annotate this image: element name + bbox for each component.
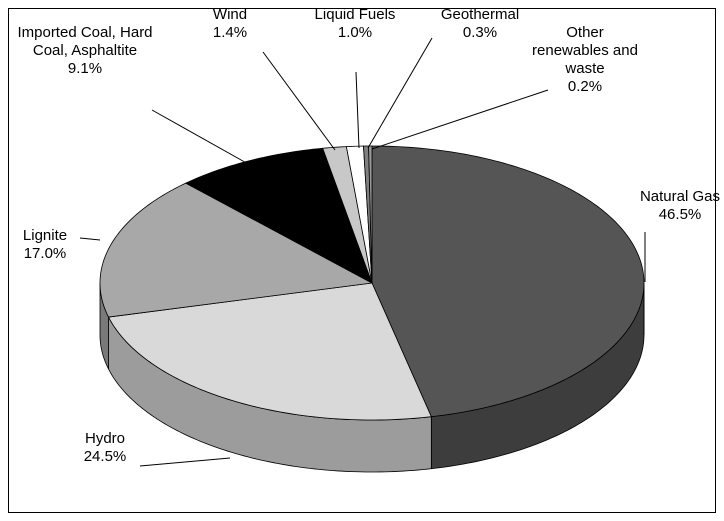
data-label: Natural Gas 46.5% bbox=[625, 188, 724, 224]
data-label: Geothermal 0.3% bbox=[425, 6, 535, 42]
category-label: Natural Gas bbox=[639, 188, 721, 205]
leader-line bbox=[371, 89, 549, 150]
category-label: Other renewables and waste bbox=[532, 24, 638, 77]
value-label: 0.2% bbox=[567, 78, 603, 95]
category-label: Geothermal bbox=[440, 6, 520, 23]
data-label: Other renewables and waste 0.2% bbox=[530, 24, 640, 96]
value-label: 0.3% bbox=[462, 24, 498, 41]
pie-slice bbox=[322, 146, 373, 284]
category-label: Lignite bbox=[22, 227, 68, 244]
value-label: 9.1% bbox=[67, 60, 103, 77]
value-label: 46.5% bbox=[658, 206, 702, 223]
leader-line bbox=[262, 51, 336, 151]
leader-line bbox=[355, 71, 360, 149]
leader-line bbox=[367, 37, 433, 149]
data-label: Imported Coal, Hard Coal, Asphaltite 9.1% bbox=[5, 24, 165, 78]
leader-line bbox=[151, 109, 251, 166]
value-label: 1.4% bbox=[212, 24, 248, 41]
data-label: Liquid Fuels 1.0% bbox=[300, 6, 410, 42]
leader-line bbox=[79, 237, 101, 241]
pie-slice bbox=[368, 145, 373, 284]
category-label: Imported Coal, Hard Coal, Asphaltite bbox=[17, 24, 153, 59]
pie-slice bbox=[184, 147, 373, 284]
value-label: 17.0% bbox=[23, 245, 67, 262]
data-label: Wind 1.4% bbox=[195, 6, 265, 42]
value-label: 24.5% bbox=[83, 448, 127, 465]
pie-slice bbox=[99, 182, 374, 318]
pie-slice bbox=[371, 145, 645, 418]
data-label: Hydro 24.5% bbox=[60, 430, 150, 466]
category-label: Wind bbox=[212, 6, 248, 23]
category-label: Liquid Fuels bbox=[314, 6, 396, 23]
value-label: 1.0% bbox=[337, 24, 373, 41]
leader-line bbox=[139, 457, 231, 467]
leader-lines bbox=[79, 37, 646, 467]
data-label: Lignite 17.0% bbox=[0, 227, 90, 263]
category-label: Hydro bbox=[84, 430, 125, 447]
pie-slice bbox=[107, 282, 432, 421]
